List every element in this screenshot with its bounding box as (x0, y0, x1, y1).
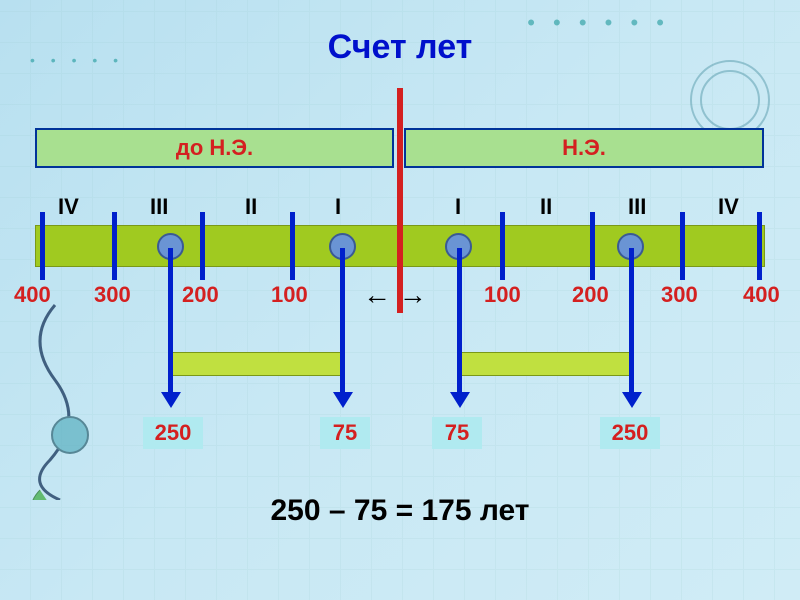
century-ad-3: III (628, 194, 646, 220)
year-ad-100: 100 (484, 282, 521, 308)
result-ad-outer: 250 (600, 417, 660, 449)
bracket-line (457, 248, 462, 396)
tick (200, 212, 205, 280)
year-bc-300: 300 (94, 282, 131, 308)
direction-arrows: ← → (363, 279, 427, 311)
arrow-down-icon (161, 392, 181, 408)
result-bc-outer: 250 (143, 417, 203, 449)
year-bc-100: 100 (271, 282, 308, 308)
tick (680, 212, 685, 280)
era-ad-box: Н.Э. (404, 128, 764, 168)
bracket-ad (457, 352, 633, 376)
page-title: Счет лет (0, 28, 800, 67)
tick (40, 212, 45, 280)
century-bc-2: II (245, 194, 257, 220)
year-bc-200: 200 (182, 282, 219, 308)
arrow-down-icon (333, 392, 353, 408)
century-ad-4: IV (718, 194, 739, 220)
tick (290, 212, 295, 280)
tick (500, 212, 505, 280)
arrow-down-icon (622, 392, 642, 408)
century-ad-2: II (540, 194, 552, 220)
year-ad-400: 400 (743, 282, 780, 308)
tick (590, 212, 595, 280)
tick (112, 212, 117, 280)
equation-text: 250 – 75 = 175 лет (0, 494, 800, 528)
arrow-down-icon (450, 392, 470, 408)
century-ad-1: I (455, 194, 461, 220)
result-bc-inner: 75 (320, 417, 370, 449)
year-ad-200: 200 (572, 282, 609, 308)
year-bc-400: 400 (14, 282, 51, 308)
era-bc-box: до Н.Э. (35, 128, 394, 168)
tick (757, 212, 762, 280)
century-bc-1: I (335, 194, 341, 220)
bracket-bc (168, 352, 344, 376)
result-ad-inner: 75 (432, 417, 482, 449)
bracket-line (168, 248, 173, 396)
bracket-line (629, 248, 634, 396)
century-bc-4: IV (58, 194, 79, 220)
year-ad-300: 300 (661, 282, 698, 308)
bracket-line (340, 248, 345, 396)
deco-swirl (15, 300, 95, 500)
century-bc-3: III (150, 194, 168, 220)
